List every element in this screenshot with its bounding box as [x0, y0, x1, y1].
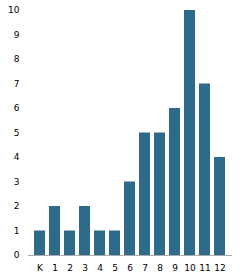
svg-text:K: K	[37, 263, 44, 273]
svg-text:0: 0	[14, 250, 20, 260]
svg-text:1: 1	[52, 263, 58, 273]
svg-text:8: 8	[14, 54, 20, 64]
svg-text:3: 3	[14, 177, 20, 187]
svg-text:5: 5	[112, 263, 118, 273]
svg-text:6: 6	[14, 103, 20, 113]
svg-text:5: 5	[14, 128, 20, 138]
svg-text:8: 8	[157, 263, 163, 273]
svg-text:9: 9	[172, 263, 178, 273]
svg-text:2: 2	[67, 263, 73, 273]
svg-text:1: 1	[14, 226, 20, 236]
svg-text:11: 11	[199, 263, 210, 273]
svg-text:7: 7	[142, 263, 148, 273]
svg-text:7: 7	[14, 79, 20, 89]
svg-text:9: 9	[14, 30, 20, 40]
svg-text:6: 6	[127, 263, 133, 273]
svg-text:2: 2	[14, 201, 20, 211]
svg-text:3: 3	[82, 263, 88, 273]
svg-text:10: 10	[8, 5, 20, 15]
svg-text:12: 12	[214, 263, 225, 273]
svg-text:4: 4	[14, 152, 20, 162]
svg-text:10: 10	[184, 263, 196, 273]
svg-text:4: 4	[97, 263, 103, 273]
